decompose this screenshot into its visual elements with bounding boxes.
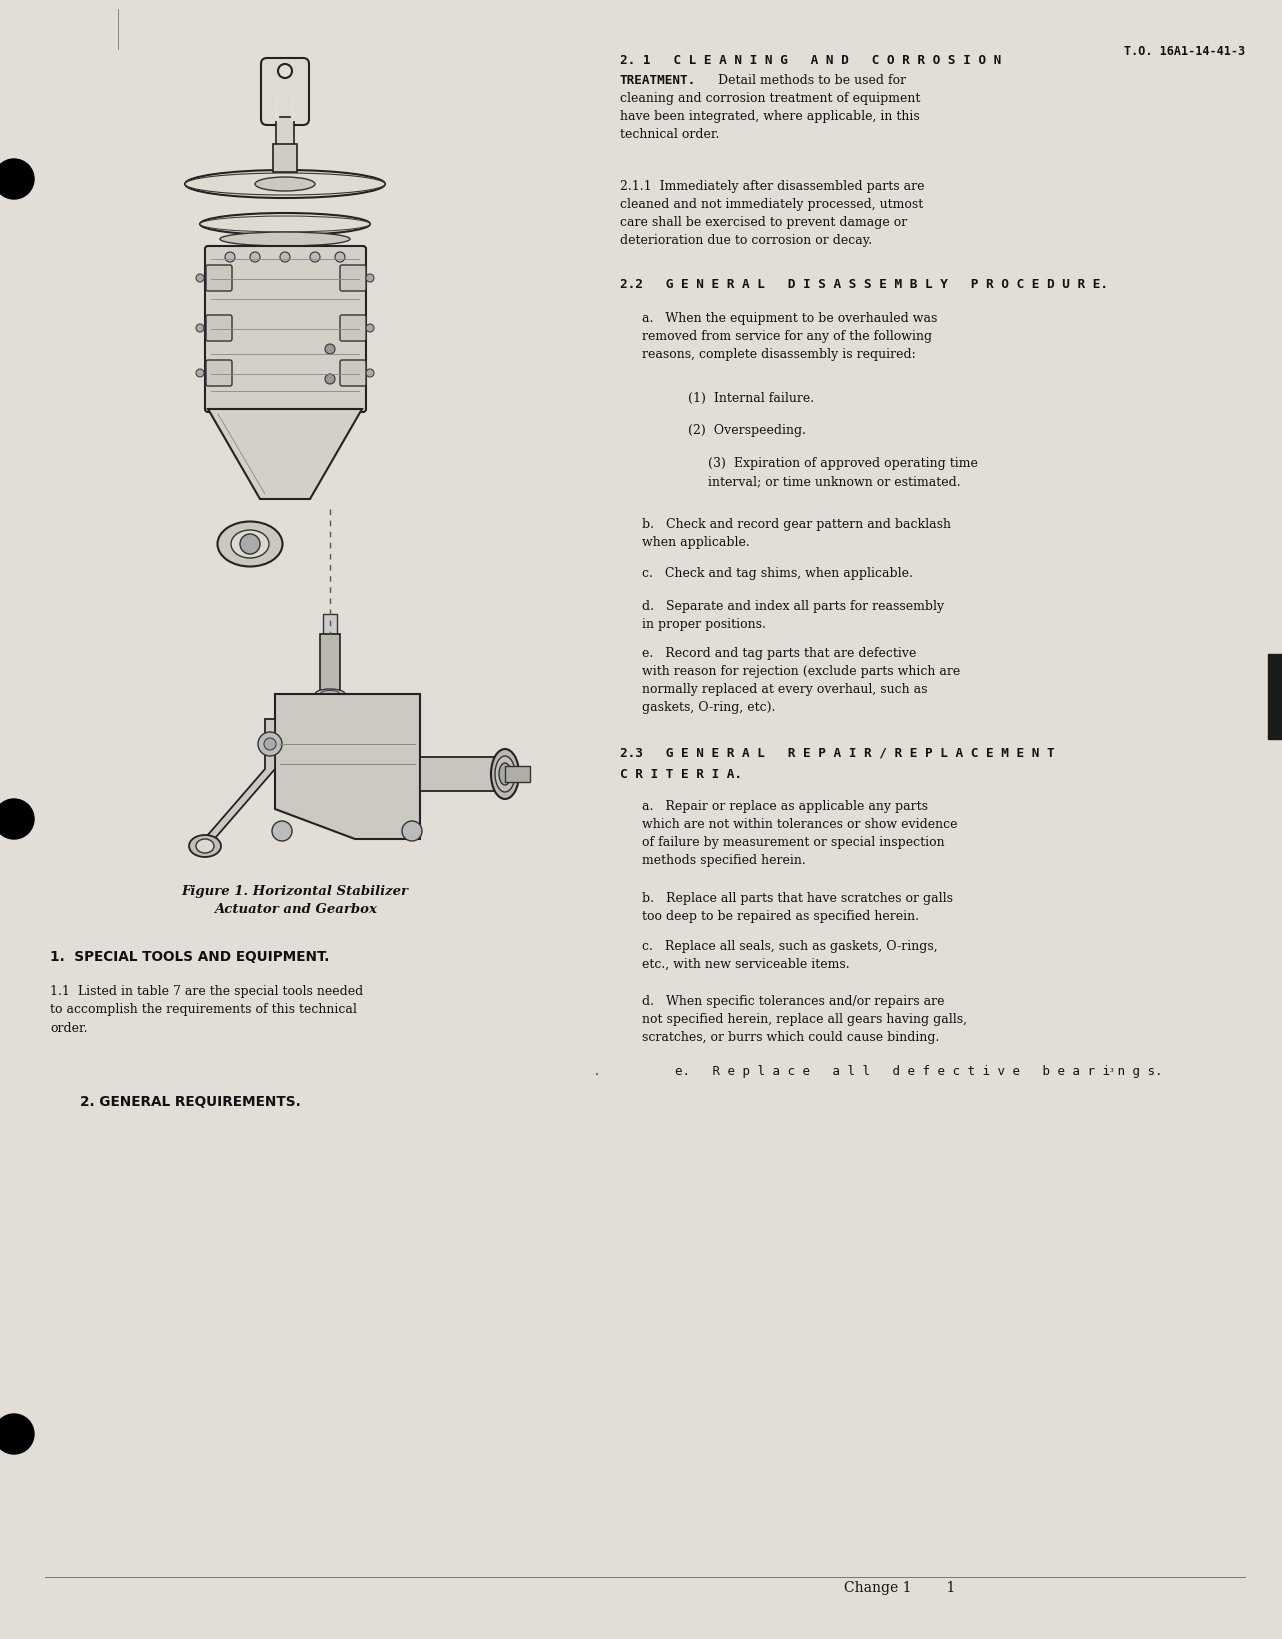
Polygon shape <box>276 695 420 839</box>
Ellipse shape <box>185 170 385 198</box>
Text: a.   Repair or replace as applicable any parts
which are not within tolerances o: a. Repair or replace as applicable any p… <box>642 800 958 867</box>
Text: e.   Record and tag parts that are defective
with reason for rejection (exclude : e. Record and tag parts that are defecti… <box>642 647 960 713</box>
Text: e.   R e p l a c e   a l l   d e f e c t i v e   b e a r i n g s.: e. R e p l a c e a l l d e f e c t i v e… <box>676 1064 1163 1077</box>
Circle shape <box>279 252 290 262</box>
Text: cleaning and corrosion treatment of equipment
have been integrated, where applic: cleaning and corrosion treatment of equi… <box>620 92 920 141</box>
Text: Actuator and Gearbox: Actuator and Gearbox <box>214 903 377 916</box>
Text: T.O. 16A1-14-41-3: T.O. 16A1-14-41-3 <box>1124 44 1245 57</box>
Bar <box>323 615 337 634</box>
Bar <box>505 767 529 782</box>
Circle shape <box>403 821 422 841</box>
FancyBboxPatch shape <box>340 361 365 387</box>
Circle shape <box>0 1414 35 1454</box>
Circle shape <box>335 252 345 262</box>
Text: 2.3   G E N E R A L   R E P A I R / R E P L A C E M E N T: 2.3 G E N E R A L R E P A I R / R E P L … <box>620 746 1055 759</box>
Ellipse shape <box>188 836 221 857</box>
Ellipse shape <box>315 690 345 700</box>
Text: (2)  Overspeeding.: (2) Overspeeding. <box>688 425 806 436</box>
Bar <box>1268 654 1282 739</box>
Bar <box>273 144 297 172</box>
FancyBboxPatch shape <box>205 247 365 413</box>
Ellipse shape <box>231 531 269 559</box>
Text: Detail methods to be used for: Detail methods to be used for <box>710 74 906 87</box>
FancyBboxPatch shape <box>262 59 309 126</box>
Ellipse shape <box>495 757 515 793</box>
Text: (1)  Internal failure.: (1) Internal failure. <box>688 392 814 405</box>
Text: C R I T E R I A.: C R I T E R I A. <box>620 767 742 780</box>
Circle shape <box>365 325 374 333</box>
Ellipse shape <box>221 233 350 247</box>
Circle shape <box>310 252 320 262</box>
Ellipse shape <box>196 839 214 854</box>
FancyBboxPatch shape <box>206 266 232 292</box>
Polygon shape <box>208 410 362 500</box>
Text: d.   Separate and index all parts for reassembly
in proper positions.: d. Separate and index all parts for reas… <box>642 600 944 631</box>
FancyBboxPatch shape <box>206 316 232 343</box>
FancyBboxPatch shape <box>340 266 365 292</box>
Bar <box>420 757 505 792</box>
Text: .: . <box>595 1064 599 1077</box>
FancyBboxPatch shape <box>206 361 232 387</box>
Text: d.   When specific tolerances and/or repairs are
not specified herein, replace a: d. When specific tolerances and/or repai… <box>642 995 967 1044</box>
Text: 2. 1   C L E A N I N G   A N D   C O R R O S I O N: 2. 1 C L E A N I N G A N D C O R R O S I… <box>620 54 1001 67</box>
Circle shape <box>196 325 204 333</box>
Text: b.   Check and record gear pattern and backlash
when applicable.: b. Check and record gear pattern and bac… <box>642 518 951 549</box>
Circle shape <box>326 344 335 354</box>
Text: c.   Replace all seals, such as gaskets, O-rings,
etc., with new serviceable ite: c. Replace all seals, such as gaskets, O… <box>642 939 937 970</box>
Ellipse shape <box>491 749 519 800</box>
Text: 2.2   G E N E R A L   D I S A S S E M B L Y   P R O C E D U R E.: 2.2 G E N E R A L D I S A S S E M B L Y … <box>620 279 1108 290</box>
Polygon shape <box>200 720 276 844</box>
Circle shape <box>226 252 235 262</box>
Text: 2. GENERAL REQUIREMENTS.: 2. GENERAL REQUIREMENTS. <box>79 1095 301 1108</box>
Text: a.   When the equipment to be overhauled was
removed from service for any of the: a. When the equipment to be overhauled w… <box>642 311 937 361</box>
Ellipse shape <box>200 216 370 233</box>
Circle shape <box>365 370 374 377</box>
Ellipse shape <box>185 174 385 197</box>
Text: b.   Replace all parts that have scratches or galls
too deep to be repaired as s: b. Replace all parts that have scratches… <box>642 892 953 923</box>
Text: (3)  Expiration of approved operating time
interval; or time unknown or estimate: (3) Expiration of approved operating tim… <box>708 457 978 488</box>
Text: TREATMENT.: TREATMENT. <box>620 74 696 87</box>
Circle shape <box>0 161 35 200</box>
Bar <box>276 118 294 149</box>
Circle shape <box>326 375 335 385</box>
Ellipse shape <box>499 764 512 785</box>
Text: 1.  SPECIAL TOOLS AND EQUIPMENT.: 1. SPECIAL TOOLS AND EQUIPMENT. <box>50 949 329 964</box>
Ellipse shape <box>320 692 340 698</box>
Circle shape <box>365 275 374 284</box>
Text: 2.1.1  Immediately after disassembled parts are
cleaned and not immediately proc: 2.1.1 Immediately after disassembled par… <box>620 180 924 247</box>
Circle shape <box>196 370 204 377</box>
Text: Figure 1. Horizontal Stabilizer: Figure 1. Horizontal Stabilizer <box>182 885 409 898</box>
Circle shape <box>258 733 282 757</box>
Bar <box>320 634 340 695</box>
Circle shape <box>264 739 276 751</box>
FancyBboxPatch shape <box>340 316 365 343</box>
Ellipse shape <box>255 179 315 192</box>
Circle shape <box>240 534 260 554</box>
Circle shape <box>272 821 292 841</box>
Circle shape <box>250 252 260 262</box>
Ellipse shape <box>218 523 282 567</box>
Circle shape <box>196 275 204 284</box>
Text: c.   Check and tag shims, when applicable.: c. Check and tag shims, when applicable. <box>642 567 913 580</box>
Circle shape <box>0 800 35 839</box>
Text: 1.1  Listed in table 7 are the special tools needed
to accomplish the requiremen: 1.1 Listed in table 7 are the special to… <box>50 985 363 1034</box>
Ellipse shape <box>200 213 370 236</box>
Circle shape <box>278 66 292 79</box>
Text: Change 1        1: Change 1 1 <box>845 1580 955 1595</box>
Text: ³: ³ <box>1110 1067 1114 1077</box>
